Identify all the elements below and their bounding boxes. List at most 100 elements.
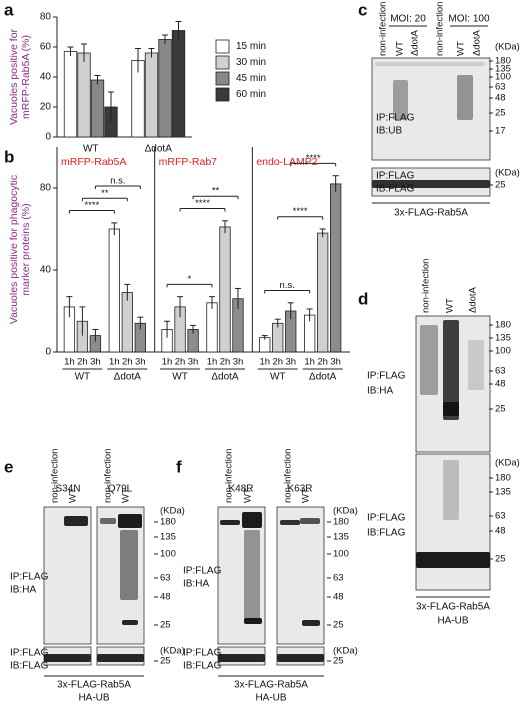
probe-label: IP:FLAG <box>10 648 49 659</box>
marker-label: 48 <box>495 379 506 390</box>
significance-label: **** <box>293 206 308 217</box>
caption: 3x-FLAG-Rab5A <box>416 602 490 613</box>
panel-label: c <box>358 0 367 19</box>
marker-label: (KDa) <box>160 646 185 657</box>
blot-membrane <box>371 57 491 161</box>
blot-band <box>375 62 485 66</box>
bar <box>144 52 159 138</box>
blot-band <box>44 654 91 662</box>
blot-band <box>300 518 320 524</box>
y-axis-label: marker proteins (%) <box>20 203 32 295</box>
caption: 3x-FLAG-Rab5A <box>394 208 468 219</box>
x-tick-label: 3h <box>90 357 101 368</box>
marker-label: 17 <box>495 126 506 137</box>
group-label: WT <box>75 372 91 383</box>
blot-band <box>416 552 490 568</box>
mutant-label: K48R <box>228 484 253 495</box>
group-label: ΔdotA <box>114 372 142 383</box>
marker-label: 25 <box>495 108 506 119</box>
marker-label: (KDa) <box>495 168 520 179</box>
significance-label: ** <box>212 186 220 197</box>
bar <box>108 228 120 353</box>
blot-band <box>468 340 484 390</box>
y-tick-label: 60 <box>40 42 52 53</box>
significance-label: * <box>188 274 192 285</box>
blot-band <box>218 654 265 662</box>
moi-label: MOI: 20 <box>390 14 426 25</box>
x-tick-label: 2h <box>317 357 328 368</box>
moi-label: MOI: 100 <box>448 14 490 25</box>
subplot-title: endo-LAMP2 <box>256 156 317 168</box>
marker-label: 180 <box>495 320 511 331</box>
significance-label: n.s. <box>280 280 295 291</box>
lane-label: non-infection <box>378 2 389 56</box>
marker-label: 25 <box>495 180 506 191</box>
panel-label: b <box>4 147 14 166</box>
lane-label: non-infection <box>435 2 446 56</box>
probe-label: IB:FLAG <box>376 184 415 195</box>
lane-label: ΔdotA <box>472 29 483 56</box>
x-tick-label: 3h <box>285 357 296 368</box>
y-axis-label: Vacuoles positive for phagocytic <box>8 175 20 324</box>
probe-label: IB:HA <box>183 579 209 590</box>
marker-label: 135 <box>160 532 176 543</box>
lane-label: WT <box>243 488 254 503</box>
blot-band <box>302 620 320 626</box>
blot-band <box>372 180 490 188</box>
marker-label: (KDa) <box>495 42 520 53</box>
x-tick-label: 1h <box>304 357 315 368</box>
probe-label: IP:FLAG <box>10 572 49 583</box>
bar <box>77 52 91 138</box>
marker-label: 100 <box>495 346 511 357</box>
bar <box>90 79 105 138</box>
blot-band <box>393 80 408 120</box>
probe-label: IB:UB <box>376 126 402 137</box>
blot-band <box>122 620 138 625</box>
blot-membrane <box>43 506 92 645</box>
legend-label: 60 min <box>236 89 266 100</box>
legend-label: 15 min <box>236 41 266 52</box>
blot-band <box>118 514 142 528</box>
marker-label: 25 <box>160 656 171 667</box>
lane-label: ΔdotA <box>410 29 421 56</box>
marker-label: 63 <box>495 511 506 522</box>
blot-band <box>220 520 240 525</box>
caption: 3x-FLAG-Rab5A <box>57 680 131 691</box>
bar <box>63 51 78 138</box>
marker-label: 25 <box>333 620 344 631</box>
probe-label: IP:FLAG <box>183 648 222 659</box>
subplot-title: mRFP-Rab5A <box>61 156 126 168</box>
marker-label: 100 <box>495 72 511 83</box>
y-tick-label: 40 <box>40 72 52 83</box>
marker-label: 180 <box>333 517 349 528</box>
marker-label: 135 <box>495 487 511 498</box>
group-label: ΔdotA <box>211 372 239 383</box>
marker-label: 180 <box>160 517 176 528</box>
caption: 3x-FLAG-Rab5A <box>234 680 308 691</box>
legend-label: 45 min <box>236 73 266 84</box>
marker-label: (KDa) <box>333 506 358 517</box>
x-tick-label: 3h <box>135 357 146 368</box>
lane-label: ΔdotA <box>468 286 479 313</box>
probe-label: IB:HA <box>10 585 36 596</box>
y-axis-label: mRFP-Rab5A (%) <box>20 35 32 119</box>
marker-label: 135 <box>333 532 349 543</box>
y-tick-label: 20 <box>40 102 52 113</box>
marker-label: 25 <box>495 554 506 565</box>
x-tick-label: 2h <box>220 357 231 368</box>
y-tick-label: 40 <box>40 265 52 276</box>
x-tick-label: 1h <box>109 357 120 368</box>
marker-label: 63 <box>495 366 506 377</box>
x-tick-label: 1h <box>64 357 75 368</box>
x-tick-label: WT <box>83 144 99 155</box>
bar <box>171 30 186 138</box>
lane-label: non-infection <box>224 449 235 503</box>
blot-band <box>97 654 144 662</box>
bar <box>158 39 172 138</box>
blot-band <box>443 320 459 420</box>
marker-label: 180 <box>495 473 511 484</box>
marker-label: 63 <box>333 573 344 584</box>
y-axis-label: Vacuoles positive for <box>8 28 20 125</box>
significance-label: **** <box>306 153 321 164</box>
bar <box>259 337 271 353</box>
